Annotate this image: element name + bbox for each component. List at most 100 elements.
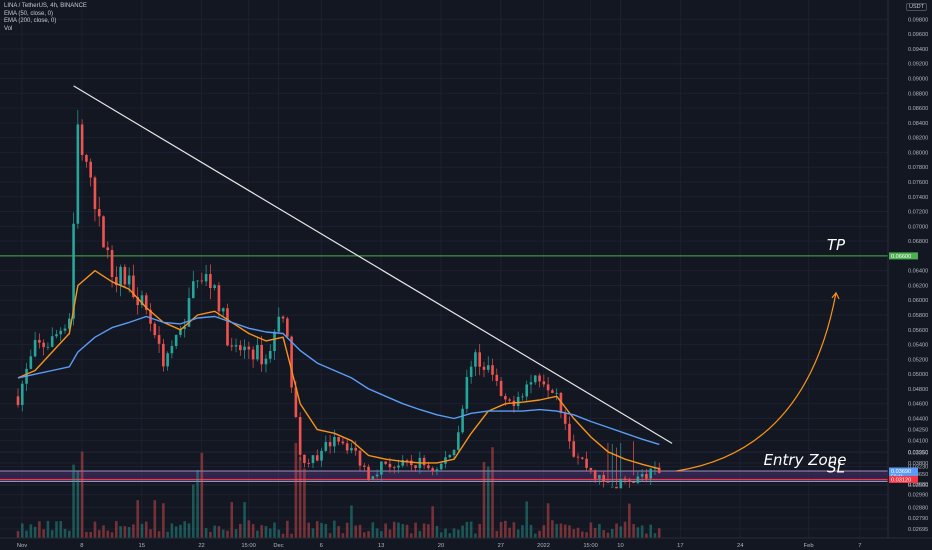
candle-body bbox=[392, 467, 396, 469]
volume-legend[interactable]: Vol bbox=[4, 25, 13, 32]
candle-body bbox=[606, 481, 610, 483]
volume-bar bbox=[273, 522, 276, 538]
volume-bar bbox=[512, 522, 516, 538]
candle-body bbox=[337, 436, 340, 442]
price-label: 0.03120 bbox=[891, 477, 911, 483]
candle-body bbox=[533, 375, 537, 383]
candle-body bbox=[294, 387, 298, 418]
volume-bar bbox=[260, 525, 263, 538]
candle-body bbox=[572, 441, 576, 457]
volume-bar bbox=[354, 525, 358, 538]
candle-body bbox=[324, 442, 328, 451]
time-axis[interactable]: Nov 8 15 22 15:00 Dec 6 13 20 27 2022 15:00 10 17 24 Fe… bbox=[0, 537, 932, 549]
y-tick-label: 0.05000 bbox=[908, 372, 928, 378]
currency-button[interactable]: USDT bbox=[906, 3, 927, 11]
candle-body bbox=[486, 365, 490, 370]
y-tick-label: 0.03650 bbox=[908, 472, 928, 478]
y-tick-label: 0.05200 bbox=[908, 357, 928, 363]
volume-bar bbox=[251, 524, 255, 538]
volume-bar bbox=[307, 522, 310, 538]
candle-body bbox=[465, 376, 469, 409]
volume-bar bbox=[277, 529, 281, 538]
ema200-legend[interactable]: EMA (200, close, 0) bbox=[4, 18, 57, 24]
x-tick-label: 6 bbox=[320, 543, 323, 549]
ema200-line bbox=[17, 315, 660, 446]
volume-bar bbox=[97, 530, 101, 538]
candle-body bbox=[256, 344, 259, 360]
y-tick-label: 0.07000 bbox=[908, 224, 928, 230]
volume-bar bbox=[85, 531, 88, 538]
candle-body bbox=[115, 276, 118, 286]
volume-bar bbox=[256, 530, 259, 538]
candle-body bbox=[388, 463, 392, 468]
volume-bar bbox=[264, 526, 268, 538]
ema50-legend[interactable]: EMA (50, close, 0) bbox=[4, 10, 54, 17]
volume-bar bbox=[187, 523, 191, 538]
symbol-title[interactable]: LINA / TetherUS, 4h, BINANCE bbox=[4, 3, 87, 9]
candle-body bbox=[350, 447, 353, 451]
candle-body bbox=[628, 480, 631, 482]
tp-label: TP bbox=[827, 236, 846, 254]
volume-bar bbox=[89, 531, 92, 538]
candle-body bbox=[166, 353, 169, 367]
volume-bar bbox=[68, 530, 71, 538]
volume-bar bbox=[542, 525, 546, 538]
candle-body bbox=[619, 478, 623, 489]
y-tick-label: 0.03080 bbox=[908, 482, 928, 488]
candle-body bbox=[200, 280, 204, 282]
volume-bar bbox=[157, 531, 161, 538]
volume-bar bbox=[243, 502, 246, 538]
volume-bar bbox=[76, 471, 80, 538]
candle-body bbox=[286, 318, 289, 337]
volume-bar bbox=[581, 531, 584, 538]
candle-body bbox=[559, 392, 563, 413]
volume-bar bbox=[551, 520, 554, 538]
volume-bar bbox=[392, 521, 396, 538]
candle-body bbox=[264, 358, 268, 365]
y-tick-label: 0.03500 bbox=[908, 483, 928, 489]
drawings bbox=[73, 85, 840, 472]
volume-bar bbox=[653, 533, 657, 538]
candle-body bbox=[598, 475, 601, 479]
x-tick-label: Nov bbox=[17, 543, 27, 549]
volume-bar bbox=[469, 521, 473, 538]
price-label: 0.06600 bbox=[891, 254, 911, 260]
y-tick-label: 0.09800 bbox=[908, 17, 928, 23]
y-tick-label: 0.02880 bbox=[908, 505, 928, 511]
volume-bar bbox=[345, 522, 349, 538]
candle-body bbox=[277, 316, 281, 332]
volume-bar bbox=[341, 533, 345, 538]
volume-bar bbox=[559, 523, 563, 538]
candle-body bbox=[585, 458, 588, 468]
candle-body bbox=[80, 124, 84, 156]
candle-body bbox=[230, 345, 234, 347]
y-tick-label: 0.09600 bbox=[908, 32, 928, 38]
y-tick-label: 0.04800 bbox=[908, 387, 928, 393]
candle-body bbox=[640, 474, 644, 477]
price-axis[interactable]: 0.09800 0.09600 0.09400 0.09200 0.09000 0.088… bbox=[887, 0, 932, 550]
candle-body bbox=[268, 350, 272, 359]
candle-body bbox=[657, 467, 661, 473]
volume-bar bbox=[427, 524, 430, 538]
volume-bar bbox=[568, 525, 571, 538]
candles bbox=[16, 109, 661, 489]
candle-body bbox=[153, 323, 157, 336]
candle-body bbox=[397, 465, 400, 468]
x-tick-label: 7 bbox=[858, 543, 861, 549]
y-tick-label: 0.07400 bbox=[908, 195, 928, 201]
volume-bar bbox=[217, 526, 221, 538]
x-tick-label: 13 bbox=[378, 543, 384, 549]
volume-bar bbox=[380, 531, 383, 538]
candle-body bbox=[568, 423, 571, 442]
y-tick-label: 0.04100 bbox=[908, 439, 928, 445]
volume-bar bbox=[598, 523, 601, 538]
candle-body bbox=[307, 463, 310, 464]
volume-bar bbox=[615, 523, 618, 538]
candle-body bbox=[55, 334, 58, 337]
candle-body bbox=[183, 326, 187, 329]
y-tick-label: 0.09000 bbox=[908, 77, 928, 83]
candle-body bbox=[435, 469, 439, 472]
candle-body bbox=[380, 461, 383, 475]
candle-body bbox=[221, 308, 225, 312]
